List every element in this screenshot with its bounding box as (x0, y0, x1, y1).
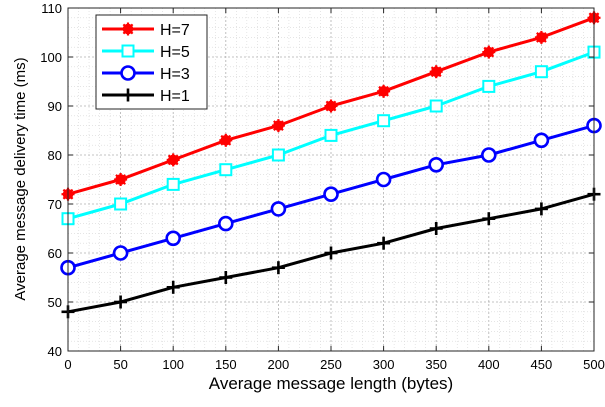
y-tick-label: 90 (48, 99, 62, 114)
legend-marker-h-1 (121, 88, 135, 102)
data-point-h-5 (482, 79, 496, 93)
data-point-h-5 (219, 163, 233, 177)
legend-marker-h-3 (120, 65, 136, 81)
data-point-h-7 (324, 99, 338, 113)
legend: H=7 H=5 H=3 H=1 (95, 14, 208, 110)
x-tick-label: 450 (531, 357, 553, 372)
data-point-h-3 (165, 230, 181, 247)
data-point-h-1 (166, 280, 180, 294)
y-tick-label: 100 (40, 50, 62, 65)
data-point-h-3 (375, 171, 392, 188)
x-tick-label: 0 (64, 357, 71, 372)
axis-ticks: 0 50 100 150 200 250 300 350 400 450 500 40 50 60 70 80… (40, 1, 605, 372)
y-tick-label: 70 (48, 197, 62, 212)
x-tick-label: 300 (373, 357, 395, 372)
data-point-h-7 (377, 84, 391, 98)
data-point-h-5 (377, 114, 391, 128)
x-tick-label: 50 (113, 357, 127, 372)
x-tick-label: 200 (268, 357, 290, 372)
data-point-h-3 (533, 132, 550, 149)
legend-label-h-3: H=3 (160, 66, 190, 83)
y-tick-label: 80 (48, 148, 62, 163)
x-tick-label: 400 (478, 357, 500, 372)
data-point-h-1 (271, 261, 285, 275)
x-tick-label: 350 (425, 357, 447, 372)
data-point-h-5 (166, 177, 180, 191)
data-point-h-3 (218, 215, 234, 232)
data-point-h-3 (270, 201, 287, 217)
data-point-h-1 (324, 246, 338, 260)
data-point-h-5 (324, 128, 338, 142)
y-tick-label: 50 (48, 295, 62, 310)
x-tick-label: 150 (215, 357, 237, 372)
y-tick-label: 60 (48, 246, 62, 261)
legend-marker-h-7 (121, 22, 135, 36)
legend-label-h-1: H=1 (160, 88, 190, 105)
data-point-h-7 (271, 119, 285, 133)
data-point-h-7 (534, 30, 548, 44)
data-point-h-7 (429, 65, 443, 79)
data-point-h-7 (219, 133, 233, 147)
legend-label-h-7: H=7 (160, 22, 190, 39)
data-point-h-3 (323, 186, 339, 202)
x-axis-label: Average message length (bytes) (209, 374, 453, 393)
data-point-h-3 (480, 147, 497, 163)
legend-marker-h-5 (121, 44, 135, 58)
data-point-h-7 (114, 173, 128, 186)
x-tick-label: 250 (320, 357, 342, 372)
x-tick-label: 500 (583, 357, 605, 372)
legend-label-h-5: H=5 (160, 44, 190, 61)
x-tick-label: 100 (162, 357, 184, 372)
data-point-h-5 (114, 197, 128, 211)
data-point-h-1 (377, 236, 391, 250)
data-point-h-5 (429, 99, 443, 113)
data-point-h-7 (166, 153, 180, 167)
y-tick-label: 40 (48, 344, 62, 359)
legend-box (95, 14, 208, 110)
data-point-h-5 (534, 65, 548, 79)
data-point-h-7 (482, 45, 496, 59)
data-point-h-3 (428, 157, 445, 173)
data-point-h-1 (534, 202, 548, 216)
y-axis-label: Average message delivery time (ms) (12, 57, 29, 300)
data-point-h-1 (482, 212, 496, 226)
data-point-h-3 (112, 245, 129, 261)
y-tick-label: 110 (41, 1, 62, 16)
data-point-h-1 (114, 295, 128, 309)
data-point-h-1 (429, 222, 443, 235)
data-point-h-5 (271, 148, 285, 162)
data-point-h-1 (219, 271, 233, 284)
